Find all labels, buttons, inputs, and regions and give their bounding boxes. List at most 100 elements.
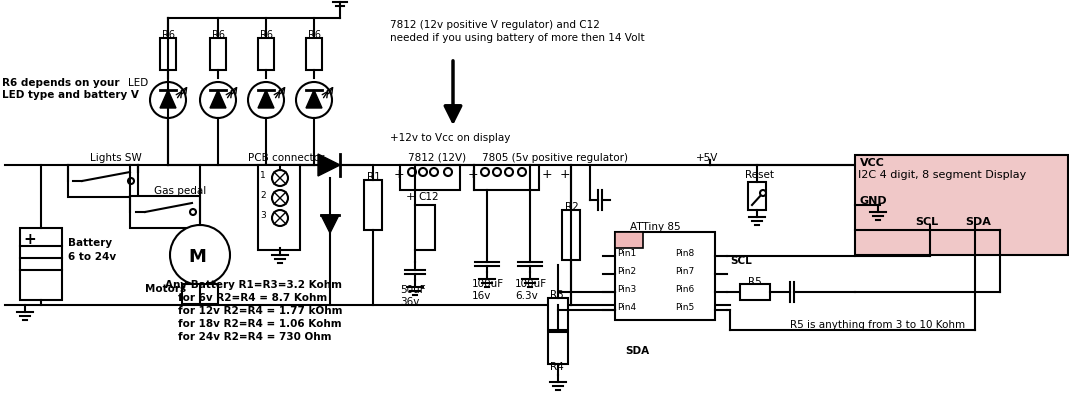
Text: 36v: 36v [400, 297, 419, 307]
Bar [182, 284, 218, 304]
Text: 7812 (12v positive V regulator) and C12: 7812 (12v positive V regulator) and C12 [390, 20, 600, 30]
Circle shape [200, 82, 236, 118]
Circle shape [248, 82, 284, 118]
Text: Pin2: Pin2 [617, 267, 636, 276]
Text: R1: R1 [367, 172, 381, 182]
Text: for 12v R2=R4 = 1.77 kOhm: for 12v R2=R4 = 1.77 kOhm [179, 306, 342, 316]
Bar [548, 298, 568, 330]
Text: SDA: SDA [625, 346, 649, 356]
Bar [68, 165, 138, 197]
Text: R6: R6 [212, 30, 224, 40]
Polygon shape [160, 90, 176, 108]
Text: R6 depends on your: R6 depends on your [2, 78, 120, 88]
Text: +5V: +5V [696, 153, 718, 163]
Bar [400, 165, 460, 190]
Bar [306, 38, 322, 70]
Polygon shape [321, 215, 339, 233]
Text: Motors: Motors [145, 284, 186, 294]
Text: Any Battery R1=R3=3.2 Kohm: Any Battery R1=R3=3.2 Kohm [165, 280, 342, 290]
Text: 6.3v: 6.3v [515, 291, 538, 301]
Text: for 24v R2=R4 = 730 Ohm: for 24v R2=R4 = 730 Ohm [179, 332, 331, 342]
Circle shape [444, 168, 452, 176]
Text: +: + [542, 168, 553, 181]
Text: 6 to 24v: 6 to 24v [68, 252, 117, 262]
Bar [20, 228, 62, 300]
Text: +12v to Vcc on display: +12v to Vcc on display [390, 133, 510, 143]
Bar [258, 165, 300, 250]
Polygon shape [306, 90, 322, 108]
Text: C12: C12 [418, 192, 438, 202]
Text: 7805 (5v positive regulator): 7805 (5v positive regulator) [482, 153, 628, 163]
Text: ATTiny 85: ATTiny 85 [630, 222, 681, 232]
Text: LED type and battery V: LED type and battery V [2, 90, 139, 100]
Text: Gas pedal: Gas pedal [154, 186, 206, 196]
Text: SCL: SCL [915, 217, 939, 227]
Circle shape [419, 168, 427, 176]
Bar [258, 38, 274, 70]
Text: GND: GND [859, 196, 887, 206]
Text: R5 is anything from 3 to 10 Kohm: R5 is anything from 3 to 10 Kohm [790, 320, 965, 330]
Text: 1: 1 [260, 171, 266, 180]
Text: SDA: SDA [965, 217, 991, 227]
Circle shape [505, 168, 513, 176]
Text: +: + [24, 232, 35, 247]
Circle shape [170, 225, 230, 285]
Text: I2C 4 digit, 8 segment Display: I2C 4 digit, 8 segment Display [858, 170, 1026, 180]
Bar [615, 232, 642, 248]
Bar [160, 38, 176, 70]
Text: needed if you using battery of more then 14 Volt: needed if you using battery of more then… [390, 33, 645, 43]
Text: PCB connector: PCB connector [248, 153, 324, 163]
Text: 7812 (12V): 7812 (12V) [408, 153, 466, 163]
Polygon shape [258, 90, 274, 108]
Bar [740, 284, 770, 300]
Text: Pin5: Pin5 [675, 303, 694, 312]
Text: Pin7: Pin7 [675, 267, 694, 276]
Bar [415, 205, 435, 250]
Bar [855, 155, 1068, 255]
Text: +: + [406, 192, 416, 202]
Text: Pin4: Pin4 [617, 303, 636, 312]
Bar [365, 180, 382, 230]
Text: SCL: SCL [730, 256, 752, 266]
Bar [210, 38, 226, 70]
Bar [130, 196, 200, 228]
Text: Pin8: Pin8 [675, 249, 694, 258]
Bar [474, 165, 539, 190]
Text: Battery: Battery [68, 238, 112, 248]
Circle shape [493, 168, 501, 176]
Text: Lights SW: Lights SW [90, 153, 142, 163]
Circle shape [272, 210, 288, 226]
Text: 100uF: 100uF [515, 279, 547, 289]
Circle shape [296, 82, 332, 118]
Bar [615, 232, 715, 320]
Text: +: + [560, 168, 571, 181]
Text: Pin6: Pin6 [675, 285, 694, 294]
Text: R6: R6 [308, 30, 321, 40]
Circle shape [408, 168, 416, 176]
Bar [562, 210, 580, 260]
Circle shape [128, 178, 134, 184]
Text: Pin3: Pin3 [617, 285, 636, 294]
Circle shape [760, 190, 766, 196]
Bar [548, 332, 568, 364]
Polygon shape [317, 154, 340, 176]
Text: +: + [394, 168, 405, 181]
Text: 100uF: 100uF [472, 279, 505, 289]
Text: VCC: VCC [859, 158, 885, 168]
Text: Reset: Reset [745, 170, 774, 180]
Circle shape [272, 190, 288, 206]
Text: Pin1: Pin1 [617, 249, 636, 258]
Text: M: M [188, 248, 206, 266]
Text: R6: R6 [260, 30, 273, 40]
Text: 16v: 16v [472, 291, 492, 301]
Text: 50uF: 50uF [400, 285, 425, 295]
Text: R6: R6 [162, 30, 175, 40]
Circle shape [430, 168, 438, 176]
Circle shape [481, 168, 489, 176]
Text: 2: 2 [260, 191, 265, 200]
Text: R2: R2 [566, 202, 578, 212]
Bar [748, 182, 766, 210]
Text: for 6v R2=R4 = 8.7 Kohm: for 6v R2=R4 = 8.7 Kohm [179, 293, 327, 303]
Circle shape [518, 168, 526, 176]
Text: LED: LED [128, 78, 149, 88]
